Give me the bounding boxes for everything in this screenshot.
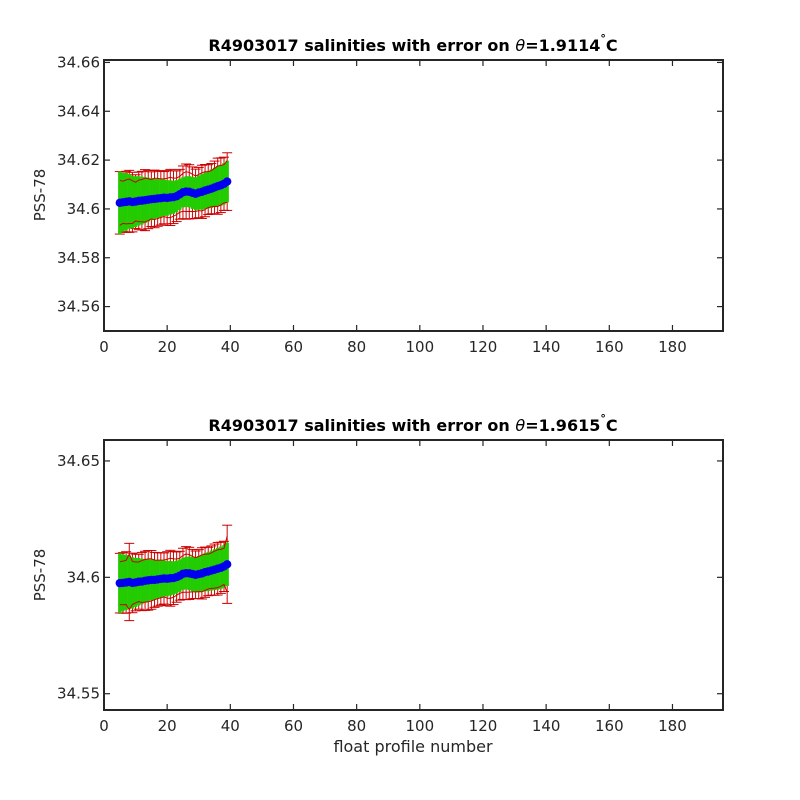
top-y-tick-label: 34.66 — [57, 53, 100, 71]
bottom-x-tick-label: 20 — [158, 717, 177, 735]
top-panel-title: R4903017 salinities with error on θ=1.91… — [208, 32, 617, 55]
bottom-x-tick-label: 80 — [347, 717, 366, 735]
bottom-panel: R4903017 salinities with error on θ=1.96… — [31, 412, 724, 756]
top-x-tick-label: 180 — [658, 338, 687, 356]
top-axes-frame — [103, 59, 724, 332]
top-y-tick-label: 34.58 — [57, 249, 100, 267]
top-x-tick-label: 40 — [221, 338, 240, 356]
top-panel: R4903017 salinities with error on θ=1.91… — [31, 32, 724, 356]
bottom-x-tick-label: 180 — [658, 717, 687, 735]
bottom-y-tick-label: 34.6 — [67, 568, 100, 586]
bottom-data-point — [222, 560, 232, 569]
bottom-x-tick-label: 160 — [595, 717, 624, 735]
bottom-x-tick-label: 100 — [405, 717, 434, 735]
top-panel-plot-area: 0 20 40 60 80 100 120 140 160 180 34.56 34.58 34.6 34… — [57, 53, 724, 356]
bottom-y-tick-label: 34.55 — [57, 685, 100, 703]
top-x-tick-label: 20 — [158, 338, 177, 356]
top-y-tick-label: 34.6 — [67, 200, 100, 218]
top-data-point — [222, 177, 232, 186]
top-panel-y-axis-label: PSS-78 — [31, 169, 49, 222]
bottom-x-tick-label: 0 — [99, 717, 109, 735]
bottom-x-tick-label: 40 — [221, 717, 240, 735]
bottom-error-envelope-upper — [119, 536, 228, 563]
top-error-envelope-lower — [119, 201, 228, 226]
bottom-panel-plot-area: 0 20 40 60 80 100 120 140 160 180 34.55 34.6 34.65 — [57, 439, 724, 735]
top-y-tick-label: 34.56 — [57, 298, 100, 316]
top-y-tick-label: 34.64 — [57, 102, 100, 120]
top-x-tick-label: 0 — [99, 338, 109, 356]
top-x-tick-label: 80 — [347, 338, 366, 356]
bottom-error-envelope-lower — [119, 583, 228, 611]
top-x-tick-label: 100 — [405, 338, 434, 356]
bottom-axes-frame — [103, 439, 724, 711]
top-error-envelope-upper — [119, 160, 228, 183]
bottom-x-tick-label: 60 — [284, 717, 303, 735]
top-y-tick-label: 34.62 — [57, 151, 100, 169]
top-x-tick-label: 120 — [469, 338, 498, 356]
bottom-x-tick-label: 140 — [532, 717, 561, 735]
bottom-x-tick-label: 120 — [469, 717, 498, 735]
bottom-y-tick-label: 34.65 — [57, 452, 100, 470]
top-x-tick-label: 160 — [595, 338, 624, 356]
top-x-tick-label: 140 — [532, 338, 561, 356]
bottom-panel-y-axis-label: PSS-78 — [31, 549, 49, 602]
bottom-panel-title: R4903017 salinities with error on θ=1.96… — [208, 412, 617, 435]
bottom-panel-x-axis-label: float profile number — [333, 737, 493, 756]
top-x-tick-label: 60 — [284, 338, 303, 356]
